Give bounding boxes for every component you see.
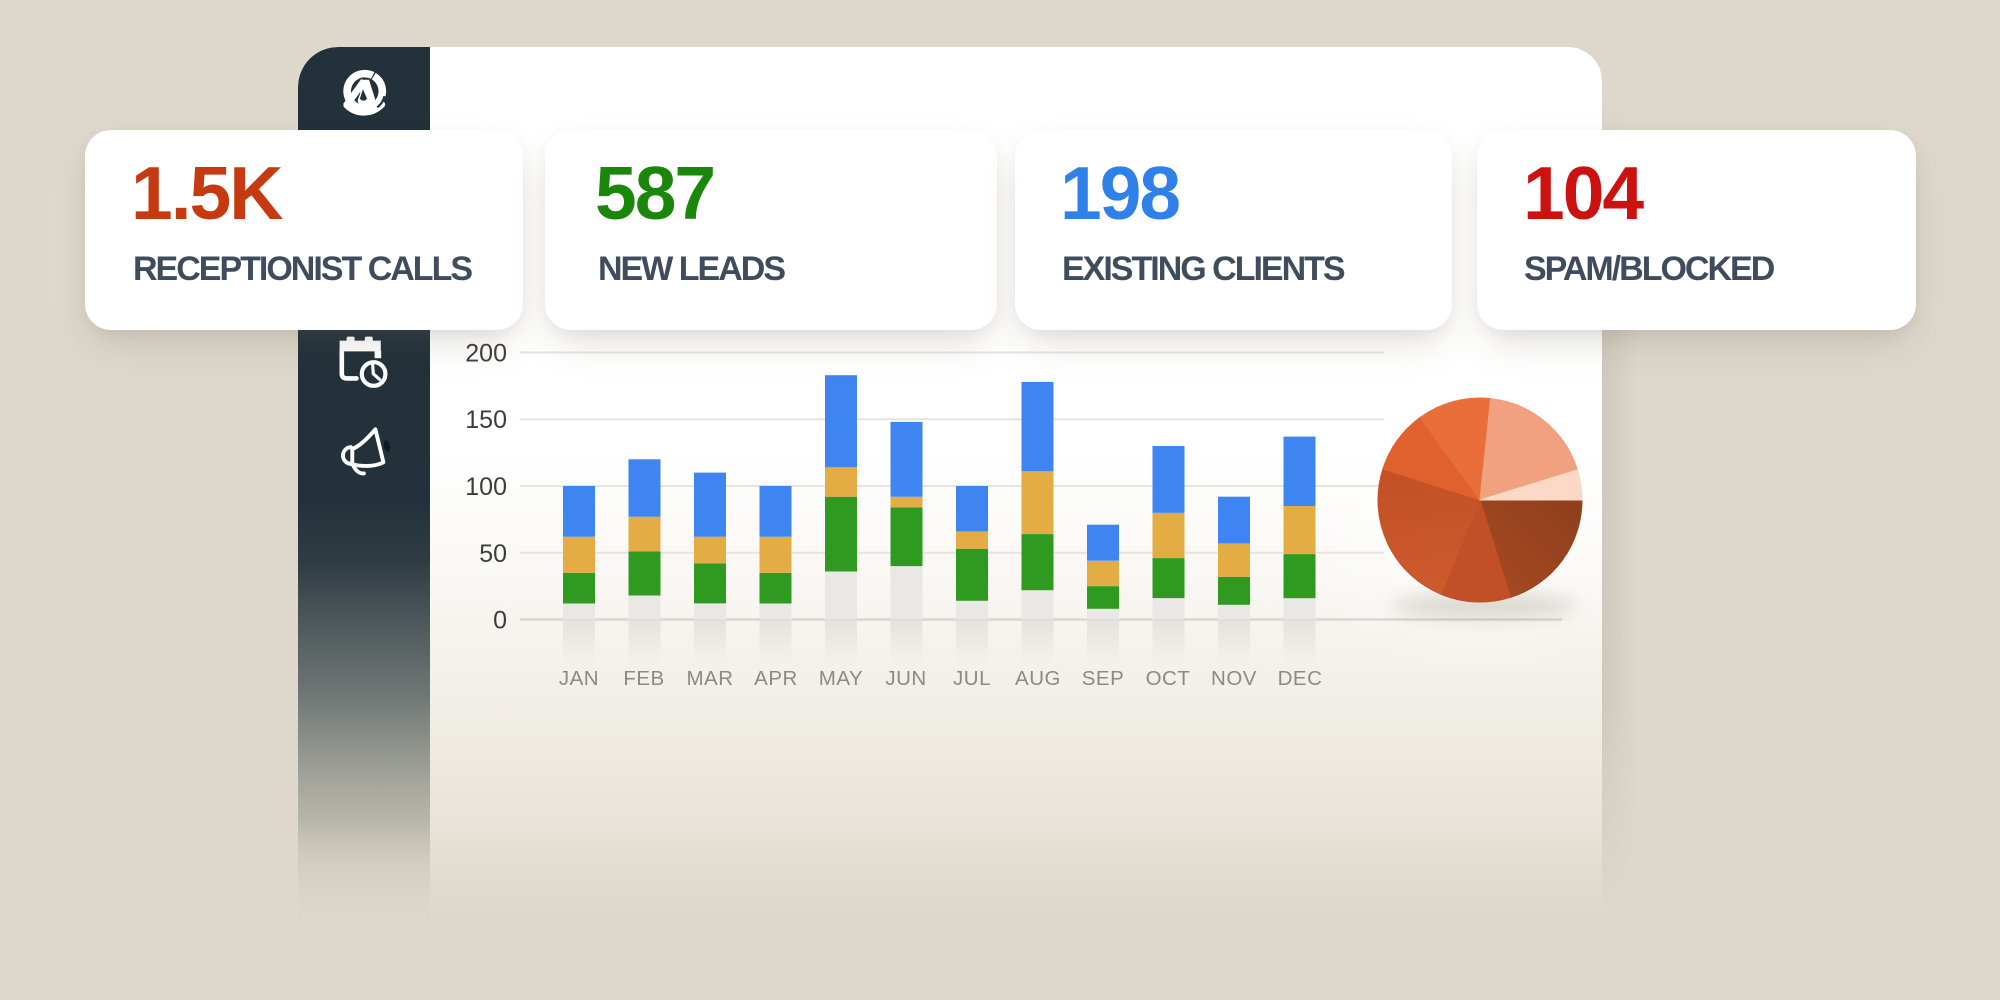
svg-text:150: 150 [465, 406, 507, 434]
svg-text:JUL: JUL [953, 667, 991, 690]
svg-text:0: 0 [493, 607, 507, 635]
svg-text:NOV: NOV [1211, 667, 1257, 690]
svg-text:OCT: OCT [1146, 667, 1191, 690]
svg-text:MAR: MAR [686, 667, 733, 690]
svg-text:200: 200 [465, 340, 507, 368]
svg-text:DEC: DEC [1278, 667, 1323, 690]
svg-text:JUN: JUN [885, 667, 926, 690]
svg-text:JAN: JAN [559, 667, 599, 690]
svg-text:MAY: MAY [819, 667, 863, 690]
svg-text:FEB: FEB [623, 667, 664, 690]
svg-text:AUG: AUG [1015, 667, 1061, 690]
svg-text:APR: APR [754, 667, 798, 690]
svg-text:SEP: SEP [1082, 667, 1125, 690]
svg-text:50: 50 [479, 540, 507, 568]
svg-text:100: 100 [465, 473, 507, 501]
